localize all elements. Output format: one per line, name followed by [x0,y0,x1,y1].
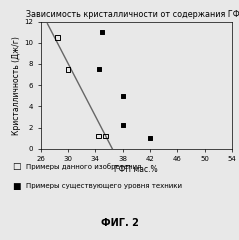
Text: □: □ [12,162,21,171]
Title: Зависимость кристалличности от содержания ГФП: Зависимость кристалличности от содержани… [27,10,239,19]
Point [148,136,152,140]
Y-axis label: Кристалличность (Дж/г): Кристалличность (Дж/г) [12,36,21,135]
Point [103,134,107,138]
Point [121,124,125,127]
Point [97,134,101,138]
Point [97,67,101,71]
Point [121,94,125,98]
Point [66,67,70,71]
Point [100,30,104,34]
Point [56,36,60,39]
Text: ФИГ. 2: ФИГ. 2 [101,218,138,228]
X-axis label: ГФП мас.%: ГФП мас.% [114,165,158,174]
Text: Примеры данного изобретения: Примеры данного изобретения [26,163,142,170]
Text: ■: ■ [12,181,21,191]
Text: Примеры существующего уровня техники: Примеры существующего уровня техники [26,183,182,189]
